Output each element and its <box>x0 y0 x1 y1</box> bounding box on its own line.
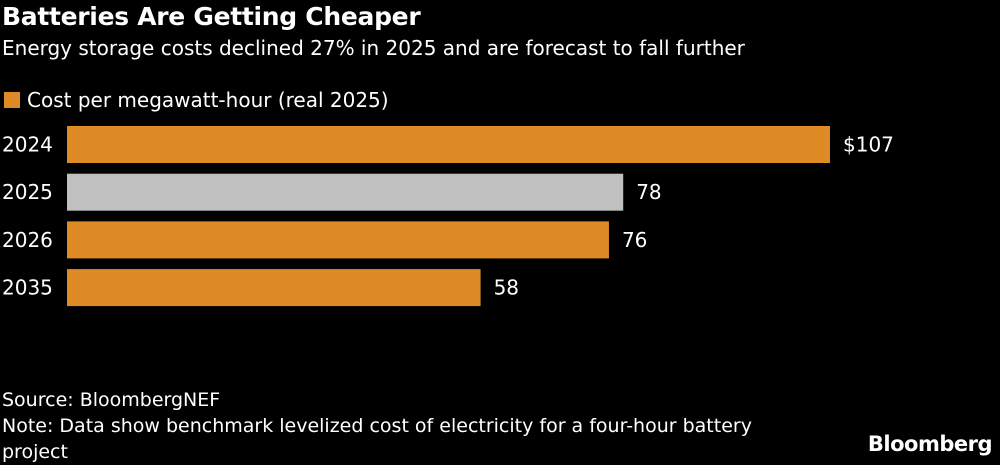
category-label: 2025 <box>2 180 53 204</box>
category-label: 2035 <box>2 276 53 300</box>
category-label: 2024 <box>2 133 53 157</box>
bar-2035 <box>67 269 481 307</box>
bar-2024 <box>67 126 830 163</box>
category-label: 2026 <box>2 228 53 252</box>
legend-label: Cost per megawatt-hour (real 2025) <box>27 88 389 112</box>
data-label: 58 <box>494 276 519 300</box>
data-label: 76 <box>622 228 647 252</box>
data-label: 78 <box>636 180 661 204</box>
bloomberg-logo: Bloomberg <box>867 432 993 456</box>
source-note: Source: BloombergNEF <box>2 389 221 411</box>
legend-swatch <box>4 92 20 108</box>
legend: Cost per megawatt-hour (real 2025) <box>4 88 389 112</box>
chart-subtitle: Energy storage costs declined 27% in 202… <box>2 36 745 60</box>
bar-2026 <box>67 221 609 259</box>
bar-2025 <box>67 173 624 211</box>
data-label: $107 <box>843 133 894 157</box>
chart-title: Batteries Are Getting Cheaper <box>2 2 421 31</box>
footnote: Note: Data show benchmark levelized cost… <box>2 415 752 463</box>
